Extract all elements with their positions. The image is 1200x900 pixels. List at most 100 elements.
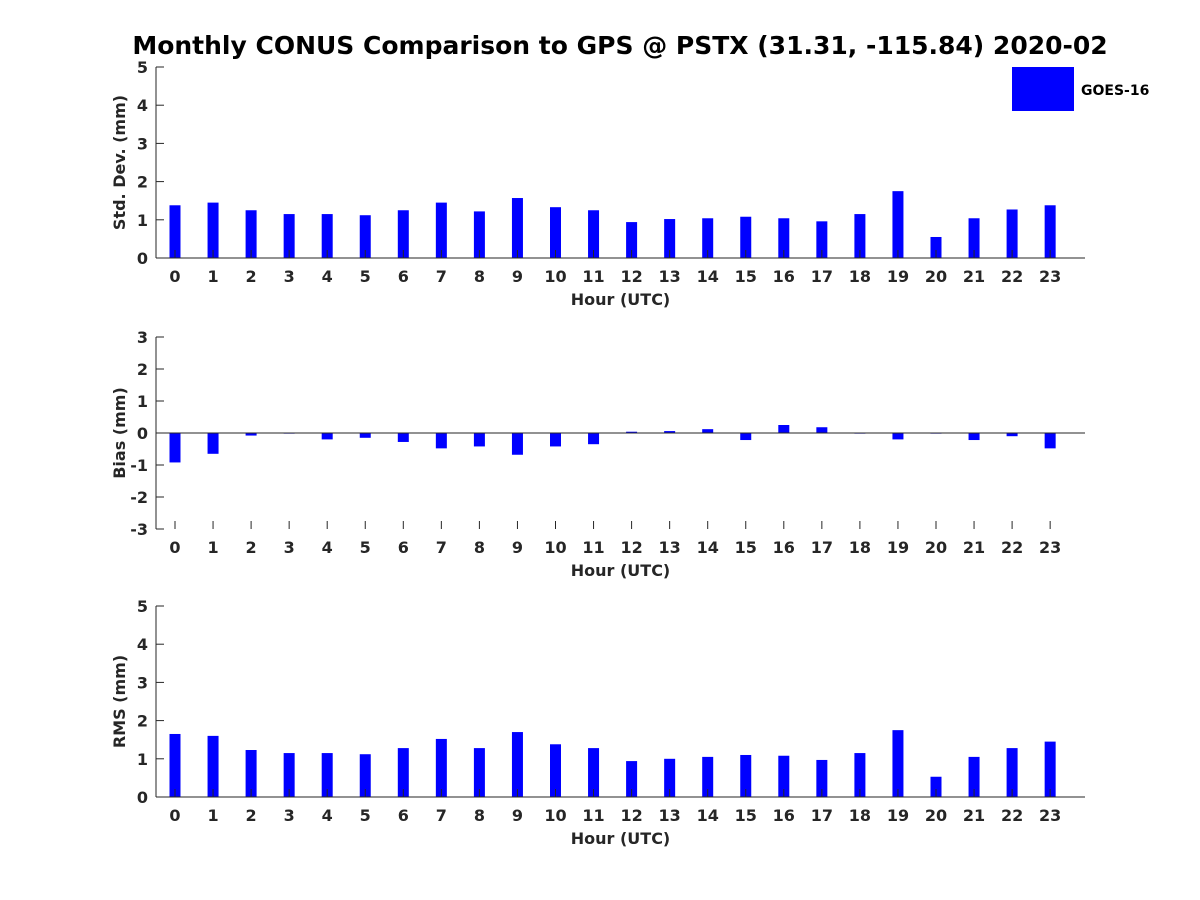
- std-dev-xtick-label: 9: [512, 267, 523, 286]
- bias-ytick-label: -2: [130, 488, 148, 507]
- rms-bar-1: [207, 735, 219, 797]
- bias-ytick-label: 0: [137, 424, 148, 443]
- bias-xtick-label: 13: [659, 538, 681, 557]
- std-dev-ytick-label: 4: [137, 96, 148, 115]
- bias-xtick-label: 17: [811, 538, 833, 557]
- rms-xtick-label: 4: [322, 806, 333, 825]
- bias-ytick-label: 3: [137, 328, 148, 347]
- std-dev-bar-20: [930, 236, 942, 258]
- rms-xtick-label: 10: [544, 806, 566, 825]
- rms-ytick-label: 4: [137, 635, 148, 654]
- std-dev-bar-22: [1006, 209, 1018, 258]
- std-dev-bar-10: [550, 207, 561, 258]
- bias-xtick-label: 19: [887, 538, 909, 557]
- std-dev-xtick-label: 15: [735, 267, 757, 286]
- rms-bar-12: [626, 761, 638, 797]
- rms-xtick-label: 20: [925, 806, 947, 825]
- std-dev-xtick-label: 3: [284, 267, 295, 286]
- std-dev-bar-15: [740, 216, 752, 258]
- rms-ytick-label: 5: [137, 597, 148, 616]
- bias-y-axis-label: Bias (mm): [110, 387, 129, 479]
- rms-xtick-label: 22: [1001, 806, 1023, 825]
- figure-title: Monthly CONUS Comparison to GPS @ PSTX (…: [132, 31, 1107, 60]
- rms-bar-20: [930, 776, 942, 797]
- rms-bar-23: [1044, 741, 1056, 797]
- rms-bar-4: [321, 753, 333, 797]
- rms-bar-17: [816, 759, 828, 797]
- std-dev-xtick-label: 19: [887, 267, 909, 286]
- rms-bar-0: [169, 733, 181, 797]
- std-dev-bar-18: [854, 214, 866, 258]
- bias-ytick-label: 1: [137, 392, 148, 411]
- bias-bar-5: [359, 433, 371, 438]
- std-dev-xtick-label: 1: [207, 267, 218, 286]
- std-dev-bar-0: [169, 205, 181, 258]
- rms-bar-15: [740, 754, 752, 797]
- std-dev-bar-3: [283, 214, 295, 258]
- std-dev-xtick-label: 5: [360, 267, 371, 286]
- rms-bar-7: [435, 738, 447, 797]
- rms-bar-6: [397, 748, 409, 797]
- bias-xtick-label: 0: [169, 538, 180, 557]
- legend: GOES-16: [1012, 67, 1149, 111]
- bias-xtick-label: 1: [207, 538, 218, 557]
- rms-bar-22: [1006, 748, 1018, 797]
- legend-swatch: [1012, 67, 1074, 111]
- std-dev-ytick-label: 1: [137, 211, 148, 230]
- bias-bar-9: [511, 433, 523, 455]
- rms-xtick-label: 15: [735, 806, 757, 825]
- bias-xtick-label: 18: [849, 538, 871, 557]
- rms-bar-13: [664, 758, 676, 797]
- std-dev-xtick-label: 0: [169, 267, 180, 286]
- bias-xtick-label: 21: [963, 538, 985, 557]
- rms-y-axis-label: RMS (mm): [110, 655, 129, 748]
- bias-xtick-label: 20: [925, 538, 947, 557]
- rms-bar-10: [550, 744, 561, 797]
- bias-xtick-label: 15: [735, 538, 757, 557]
- std-dev-bar-2: [245, 210, 257, 258]
- std-dev-y-axis-label: Std. Dev. (mm): [110, 95, 129, 230]
- std-dev-bar-23: [1044, 205, 1056, 258]
- std-dev-xtick-label: 7: [436, 267, 447, 286]
- std-dev-xtick-label: 18: [849, 267, 871, 286]
- rms-xtick-label: 7: [436, 806, 447, 825]
- bias-bar-10: [550, 433, 561, 447]
- bias-xtick-label: 5: [360, 538, 371, 557]
- bias-bar-19: [892, 433, 904, 440]
- std-dev-xtick-label: 16: [773, 267, 795, 286]
- rms-x-axis-label: Hour (UTC): [571, 829, 671, 848]
- std-dev-xtick-label: 14: [697, 267, 719, 286]
- bias-xtick-label: 8: [474, 538, 485, 557]
- std-dev-xtick-label: 21: [963, 267, 985, 286]
- rms-xtick-label: 13: [659, 806, 681, 825]
- std-dev-xtick-label: 6: [398, 267, 409, 286]
- std-dev-bar-16: [778, 218, 790, 258]
- bias-bar-2: [245, 433, 257, 436]
- rms-bar-11: [588, 748, 600, 797]
- bias-xtick-label: 23: [1039, 538, 1061, 557]
- rms-ytick-label: 0: [137, 788, 148, 807]
- bias-bar-13: [664, 431, 676, 433]
- rms-xtick-label: 11: [582, 806, 604, 825]
- rms-bar-8: [473, 748, 485, 797]
- bias-xtick-label: 4: [322, 538, 333, 557]
- std-dev-xtick-label: 12: [620, 267, 642, 286]
- bias-xtick-label: 3: [284, 538, 295, 557]
- bias-bar-0: [169, 433, 181, 463]
- std-dev-xtick-label: 20: [925, 267, 947, 286]
- bias-bar-11: [588, 433, 600, 445]
- bias-xtick-label: 11: [582, 538, 604, 557]
- rms-bar-14: [702, 756, 714, 797]
- rms-ytick-label: 1: [137, 750, 148, 769]
- std-dev-x-axis-label: Hour (UTC): [571, 290, 671, 309]
- rms-bar-16: [778, 755, 790, 797]
- std-dev-bar-6: [397, 210, 409, 258]
- rms-xtick-label: 9: [512, 806, 523, 825]
- std-dev-bar-4: [321, 214, 333, 258]
- bias-xtick-label: 6: [398, 538, 409, 557]
- rms-xtick-label: 2: [246, 806, 257, 825]
- std-dev-bar-13: [664, 219, 676, 258]
- rms-bar-21: [968, 756, 980, 797]
